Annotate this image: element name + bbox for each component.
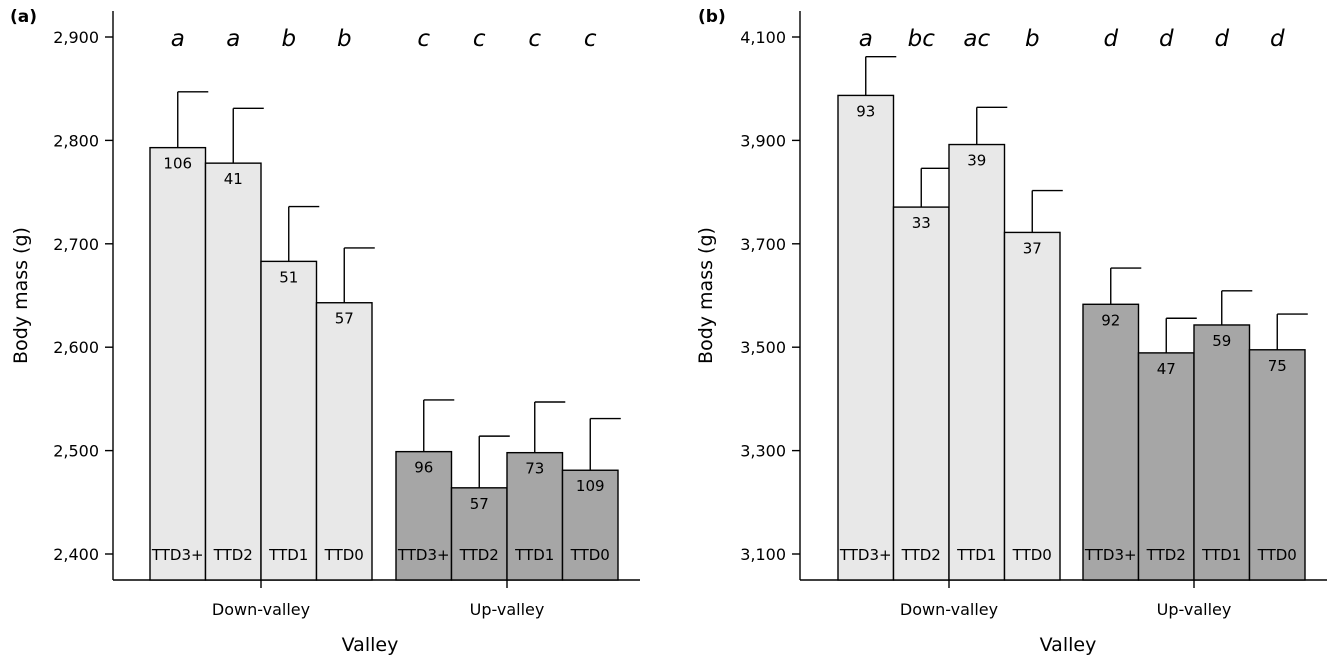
significance-letter: a [859, 26, 873, 52]
group-label: Up-valley [1157, 600, 1232, 619]
n-label: 57 [335, 310, 354, 328]
n-label: 51 [279, 268, 298, 286]
bar-category-label: TTD1 [1201, 546, 1241, 564]
bar [837, 94, 895, 581]
bar [561, 469, 619, 581]
y-tick-label: 2,800 [53, 131, 99, 150]
n-label: 73 [525, 460, 544, 478]
bar-category-label: TTD0 [1257, 546, 1297, 564]
bar-category-label: TTD2 [459, 546, 499, 564]
bar [1003, 231, 1061, 581]
n-label: 37 [1023, 239, 1042, 257]
bar-category-label: TTD3+ [839, 546, 892, 564]
n-label: 93 [856, 102, 875, 120]
panel-a: (a) 2,400 2,500 2,600 2,700 2,800 2,900 Body ma… [10, 7, 640, 656]
panel-label: (b) [698, 7, 726, 27]
group-label: Down-valley [900, 600, 998, 619]
significance-letter: c [473, 26, 486, 52]
panel-b: (b) 3,100 3,300 3,500 3,700 3,900 4,100 Body ma… [695, 7, 1327, 656]
panel-label: (a) [10, 7, 37, 27]
significance-letter: a [171, 26, 185, 52]
n-label: 92 [1101, 311, 1120, 329]
bar-category-label: TTD1 [514, 546, 554, 564]
n-label: 96 [414, 459, 433, 477]
group-label: Up-valley [470, 600, 545, 619]
significance-letter: ac [963, 26, 990, 52]
y-tick-label: 3,900 [740, 131, 786, 150]
significance-letter: c [584, 26, 597, 52]
bar [1193, 324, 1251, 581]
y-tick-label: 4,100 [740, 28, 786, 47]
bar-category-label: TTD3+ [397, 546, 450, 564]
significance-letter: c [528, 26, 541, 52]
y-tick-label: 2,400 [53, 545, 99, 564]
y-tick-label: 2,600 [53, 338, 99, 357]
group-label: Down-valley [212, 600, 310, 619]
bar-category-label: TTD3+ [151, 546, 204, 564]
significance-letter: b [281, 26, 296, 52]
n-label: 75 [1268, 357, 1287, 375]
y-tick-label: 3,500 [740, 338, 786, 357]
x-axis-title: Valley [1040, 634, 1097, 656]
bar [450, 487, 508, 581]
significance-letter: b [337, 26, 352, 52]
bar [948, 143, 1006, 581]
y-tick-label: 3,300 [740, 442, 786, 461]
y-tick-label: 3,100 [740, 545, 786, 564]
significance-letter: b [1025, 26, 1040, 52]
y-tick-label: 3,700 [740, 235, 786, 254]
bar [315, 302, 373, 581]
bar-category-label: TTD2 [901, 546, 941, 564]
bar-category-label: TTD2 [1146, 546, 1186, 564]
y-axis-title: Body mass (g) [695, 227, 717, 364]
bar [149, 146, 207, 581]
y-tick-label: 2,700 [53, 235, 99, 254]
bar [1248, 349, 1306, 581]
significance-letter: d [1103, 26, 1118, 52]
bar [506, 451, 564, 581]
significance-letter: d [1159, 26, 1174, 52]
n-label: 41 [224, 170, 243, 188]
bar [395, 450, 453, 581]
bar [1137, 352, 1195, 581]
significance-letter: d [1214, 26, 1229, 52]
bar [204, 162, 262, 581]
bar-category-label: TTD0 [570, 546, 610, 564]
y-axis-title: Body mass (g) [10, 227, 32, 364]
bar-category-label: TTD1 [268, 546, 308, 564]
bar-category-label: TTD3+ [1084, 546, 1137, 564]
bar [260, 260, 318, 581]
n-label: 33 [912, 214, 931, 232]
significance-letter: a [226, 26, 240, 52]
n-label: 39 [967, 152, 986, 170]
bar-category-label: TTD0 [1012, 546, 1052, 564]
y-tick-label: 2,500 [53, 442, 99, 461]
bar-category-label: TTD2 [213, 546, 253, 564]
n-label: 59 [1212, 332, 1231, 350]
bar [1082, 303, 1140, 581]
bar-category-label: TTD0 [324, 546, 364, 564]
n-label: 47 [1157, 360, 1176, 378]
n-label: 57 [470, 495, 489, 513]
significance-letter: c [417, 26, 430, 52]
bar-category-label: TTD1 [956, 546, 996, 564]
significance-letter: d [1270, 26, 1285, 52]
bar [892, 206, 950, 581]
y-tick-label: 2,900 [53, 28, 99, 47]
significance-letter: bc [908, 26, 936, 52]
n-label: 106 [163, 155, 192, 173]
x-axis-title: Valley [342, 634, 399, 656]
n-label: 109 [576, 477, 605, 495]
